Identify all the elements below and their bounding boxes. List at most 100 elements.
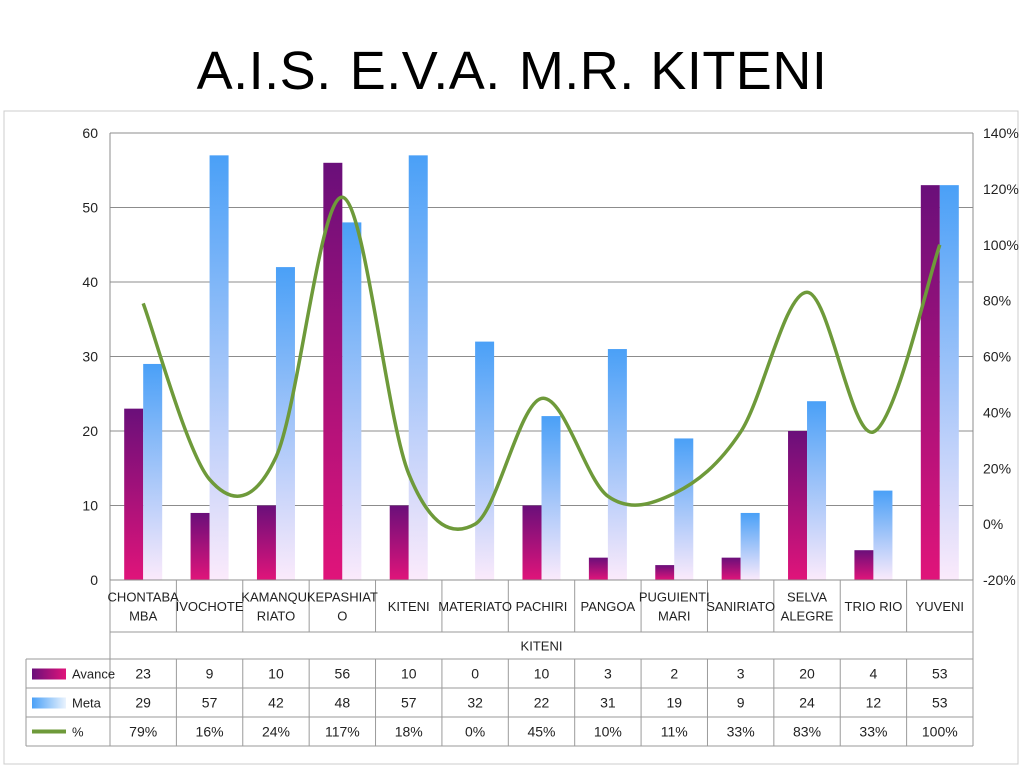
table-cell: 3 (737, 666, 745, 682)
category-label: RIATO (257, 609, 296, 624)
bar-meta (541, 416, 561, 580)
table-cell: 57 (401, 695, 417, 711)
x-axis-title: KITENI (521, 639, 563, 654)
category-label: YUVENI (916, 599, 964, 614)
slide-title: A.I.S. E.V.A. M.R. KITENI (0, 40, 1024, 102)
bar-meta (807, 401, 827, 580)
table-cell: 45% (527, 724, 555, 740)
table-cell: 53 (932, 695, 948, 711)
bar-series (124, 155, 959, 581)
table-cell: 53 (932, 666, 948, 682)
category-label: KAMANQUI (241, 590, 310, 605)
table-cell: 32 (467, 695, 483, 711)
category-label: MARI (658, 609, 691, 624)
bar-meta (939, 185, 959, 580)
legend-key-meta (32, 697, 66, 709)
table-cell: 16% (196, 724, 224, 740)
bar-avance (256, 505, 276, 580)
category-label: PANGOA (581, 599, 636, 614)
table-cell: 11% (661, 724, 688, 740)
category-label: ALEGRE (781, 609, 834, 624)
table-cell: 29 (135, 695, 151, 711)
table-cell: 48 (335, 695, 351, 711)
category-label: KEPASHIAT (307, 590, 378, 605)
table-cell: 18% (395, 724, 423, 740)
category-label: KITENI (388, 599, 430, 614)
bar-meta (209, 155, 229, 580)
table-cell: 12 (866, 695, 882, 711)
table-cell: 83% (793, 724, 821, 740)
bar-avance (522, 505, 542, 580)
table-cell: 79% (129, 724, 157, 740)
bar-meta (674, 438, 694, 580)
y-tick-label: 40 (82, 274, 98, 290)
table-cell: 42 (268, 695, 284, 711)
bar-meta (607, 349, 627, 580)
table-cell: 33% (859, 724, 887, 740)
chart-frame (3, 110, 1019, 765)
y-tick-label: 20 (82, 423, 98, 439)
y2-tick-label: 20% (983, 460, 1011, 476)
table-cell: 56 (335, 666, 351, 682)
bar-meta (408, 155, 428, 580)
bar-avance (389, 505, 409, 580)
table-row-label: % (72, 725, 84, 740)
y-tick-label: 60 (82, 125, 98, 141)
table-cell: 10 (401, 666, 417, 682)
title-part: A.I.S. (196, 41, 332, 101)
line-series (141, 195, 942, 531)
table-cell: 20 (799, 666, 815, 682)
y2-tick-label: 60% (983, 349, 1011, 365)
category-label: MBA (129, 609, 158, 624)
bar-avance (588, 557, 608, 580)
combo-chart: 0102030405060-20%0%20%40%60%80%100%120%1… (3, 110, 1019, 765)
y-tick-label: 10 (82, 498, 98, 514)
table-cell: 9 (206, 666, 214, 682)
category-label: PUGUIENTI (639, 590, 710, 605)
bar-meta (342, 222, 362, 580)
table-cell: 4 (870, 666, 878, 682)
bar-avance (323, 162, 343, 581)
table-cell: 24% (262, 724, 290, 740)
bar-avance (854, 550, 874, 580)
table-cell: 10% (594, 724, 622, 740)
category-label: CHONTABA (108, 590, 180, 605)
title-part: E.V.A. (349, 41, 501, 101)
table-cell: 3 (604, 666, 612, 682)
category-label: MATERIATO (438, 599, 512, 614)
y-tick-label: 50 (82, 200, 98, 216)
y-tick-label: 30 (82, 349, 98, 365)
bar-avance (190, 512, 210, 580)
table-row-label: Avance (72, 667, 115, 682)
legend-key-avance (32, 668, 66, 680)
table-row-label: Meta (72, 696, 102, 711)
bar-meta (475, 341, 495, 580)
pct-line (141, 195, 942, 531)
table-cell: 31 (600, 695, 616, 711)
category-label: SANIRIATO (706, 599, 775, 614)
y2-tick-label: 100% (983, 237, 1019, 253)
bar-meta (740, 512, 760, 580)
table-cell: 19 (666, 695, 682, 711)
table-cell: 0 (471, 666, 479, 682)
table-cell: 100% (922, 724, 958, 740)
bar-avance (920, 185, 940, 580)
bar-meta (873, 490, 893, 580)
table-cell: 9 (737, 695, 745, 711)
axes: 0 10 20 30 40 50 60 -20% 0% 20% 40% 60% 80% 100% 120% 1… (82, 125, 1018, 588)
category-label: O (337, 609, 347, 624)
bar-avance (124, 408, 144, 580)
category-label: TRIO RIO (845, 599, 903, 614)
y2-tick-label: 80% (983, 293, 1011, 309)
table-cell: 2 (670, 666, 678, 682)
y2-tick-label: -20% (983, 572, 1016, 588)
table-cell: 57 (202, 695, 218, 711)
table-cell: 24 (799, 695, 815, 711)
category-label: IVOCHOTE (176, 599, 244, 614)
y2-tick-label: 140% (983, 125, 1019, 141)
table-cell: 0% (465, 724, 485, 740)
bar-avance (788, 431, 808, 580)
y2-tick-label: 120% (983, 181, 1019, 197)
y-tick-label: 0 (90, 572, 98, 588)
